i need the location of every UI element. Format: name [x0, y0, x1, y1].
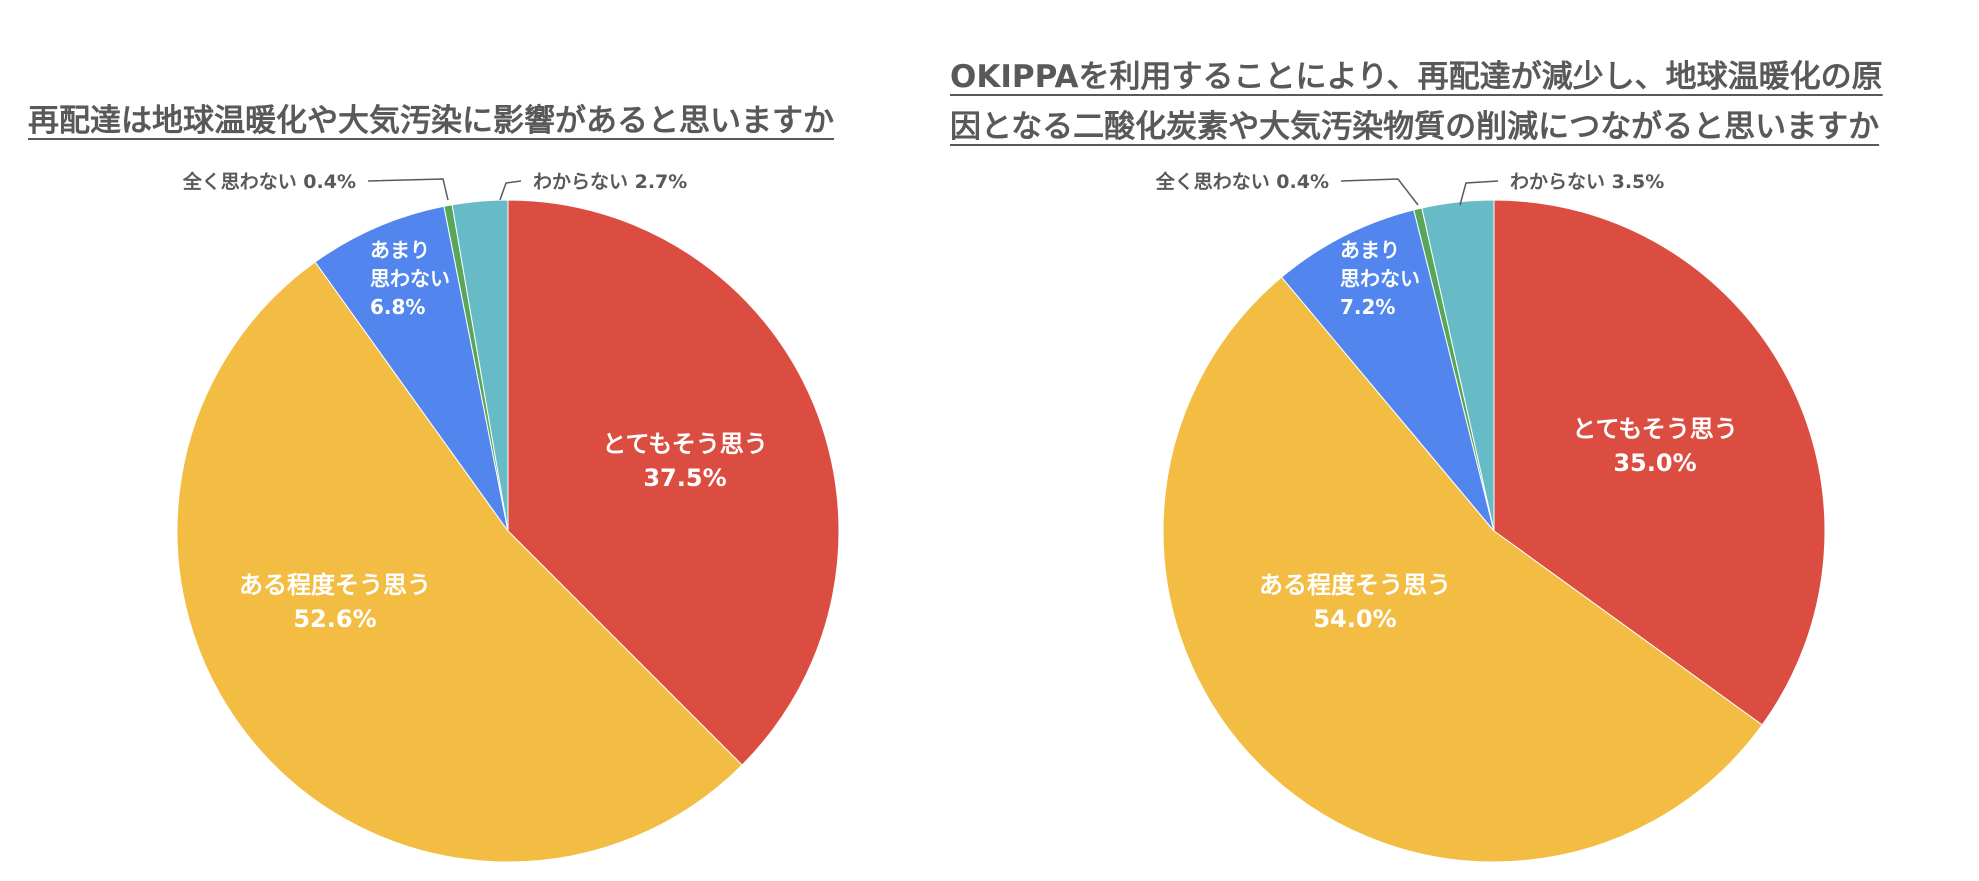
pie-1-leader-4: [1459, 180, 1499, 206]
pie-0-label-2: あまり思わない 6.8%: [370, 238, 450, 319]
pie-1-label-0: とてもそう思う 35.0%: [1572, 415, 1738, 477]
chart-title-right: OKIPPAを利用することにより、再配達が減少し、地球温暖化の原 因となる二酸化…: [950, 52, 1883, 152]
pie-1-label-2: あまり思わない 7.2%: [1340, 238, 1420, 319]
pie-0-slice-4: [451, 199, 509, 532]
pie-1-slice-1: [1162, 276, 1763, 863]
pie-1-label-3: 全く思わない 0.4%: [1155, 170, 1329, 193]
pie-0-leader-4: [499, 180, 522, 201]
pie-1-slice-0: [1493, 199, 1826, 726]
chart-title-right-line-1: OKIPPAを利用することにより、再配達が減少し、地球温暖化の原: [950, 59, 1883, 95]
pie-0-leader-3: [367, 178, 449, 201]
pie-1-slice-2: [1280, 209, 1495, 532]
pie-1-label-4: わからない 3.5%: [1510, 171, 1664, 193]
pie-0-label-1: ある程度そう思う 52.6%: [239, 571, 431, 633]
pie-1-slice-4: [1421, 199, 1495, 532]
chart-title-right-line-2: 因となる二酸化炭素や大気汚染物質の削減につながると思いますか: [950, 109, 1880, 145]
pie-0-slice-1: [176, 261, 743, 863]
chart-title-left: 再配達は地球温暖化や大気汚染に影響があると思いますか: [28, 103, 834, 139]
pie-0-label-4: わからない 2.7%: [533, 171, 687, 193]
pie-1-label-1: ある程度そう思う 54.0%: [1259, 571, 1451, 633]
pie-0-label-0: とてもそう思う 37.5%: [602, 430, 768, 492]
pie-0-label-3: 全く思わない 0.4%: [182, 170, 356, 193]
pie-1-leader-3: [1340, 178, 1419, 206]
pie-0-slice-0: [507, 199, 840, 766]
